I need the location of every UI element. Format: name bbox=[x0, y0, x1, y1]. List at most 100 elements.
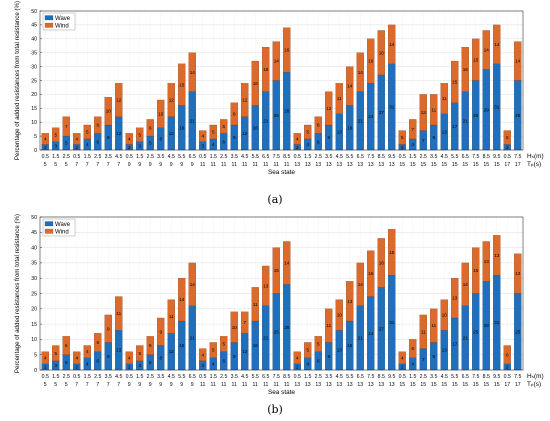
x-tick-label-tp: 9 bbox=[191, 162, 194, 168]
x-tick-label-hs: 3.5 bbox=[231, 374, 238, 380]
data-label-wave: 4 bbox=[411, 361, 414, 366]
legend-label-wave: Wave bbox=[55, 16, 71, 22]
data-label-wind: 6 bbox=[411, 346, 414, 351]
data-label-wind: 14 bbox=[190, 282, 196, 287]
bar-wind bbox=[209, 124, 217, 140]
x-tick-label-hs: 2.5 bbox=[94, 374, 101, 380]
x-tick-label-tp: 15 bbox=[399, 162, 405, 168]
y-tick-label: 45 bbox=[31, 23, 37, 29]
x-tick-label-hs: 1.5 bbox=[409, 374, 416, 380]
bar-wind bbox=[220, 119, 228, 134]
bar-wind bbox=[178, 63, 186, 106]
data-label-wave: 16 bbox=[347, 125, 353, 130]
y-tick-label: 30 bbox=[31, 64, 37, 70]
data-label-wind: 16 bbox=[368, 59, 374, 64]
bar-wind bbox=[409, 119, 417, 140]
y-tick-label: 5 bbox=[34, 134, 37, 140]
data-label-wind: 15 bbox=[368, 271, 374, 276]
data-label-wind: 4 bbox=[296, 136, 299, 141]
x-tick-label-hs: 4.5 bbox=[336, 154, 343, 160]
data-label-wind: 16 bbox=[253, 81, 259, 86]
x-tick-label-tp: 11 bbox=[242, 382, 247, 388]
y-tick-label: 0 bbox=[34, 148, 37, 154]
x-tick-label-hs: 1.5 bbox=[136, 374, 143, 380]
data-label-wave: 4 bbox=[86, 142, 89, 147]
data-label-wind: 12 bbox=[116, 98, 122, 103]
x-tick-label-hs: 7.5 bbox=[367, 374, 374, 380]
x-axis-label: Sea state bbox=[268, 169, 295, 176]
data-label-wind: 13 bbox=[347, 299, 353, 304]
x-tick-label-tp: 15 bbox=[494, 162, 500, 168]
data-label-wind: 12 bbox=[326, 106, 332, 111]
data-label-wave: 9 bbox=[233, 354, 236, 359]
bar-wind bbox=[514, 253, 522, 294]
data-label-wind: 10 bbox=[158, 111, 164, 116]
x-tick-label-tp: 17 bbox=[515, 162, 521, 168]
x-tick-label-hs: 0.5 bbox=[199, 154, 206, 160]
x-tick-label-hs: 5.5 bbox=[252, 374, 259, 380]
x-tick-label-hs: 2.5 bbox=[420, 374, 427, 380]
x-tick-label-tp: 7 bbox=[75, 382, 78, 388]
data-label-wave: 9 bbox=[432, 135, 435, 140]
y-tick-label: 20 bbox=[31, 307, 37, 313]
data-label-wave: 2 bbox=[296, 365, 299, 370]
x-tick-label-hs: 3.5 bbox=[325, 154, 332, 160]
bar-wind bbox=[146, 119, 154, 137]
bar-wind bbox=[94, 116, 102, 134]
x-tick-label-hs: 4.5 bbox=[241, 374, 248, 380]
bar-wind bbox=[388, 24, 396, 64]
data-label-wave: 3 bbox=[201, 363, 204, 368]
bar-wind bbox=[52, 127, 60, 142]
x-tick-label-hs: 7.5 bbox=[273, 154, 280, 160]
x-tick-label-hs: 7.5 bbox=[367, 154, 374, 160]
data-label-wind: 11 bbox=[431, 107, 436, 112]
x-tick-label-hs: 4.5 bbox=[441, 374, 448, 380]
data-label-wind: 15 bbox=[473, 57, 479, 62]
data-label-wind: 4 bbox=[401, 355, 404, 360]
x-tick-label-tp: 13 bbox=[315, 382, 321, 388]
bar-wind bbox=[388, 229, 396, 276]
data-label-wind: 11 bbox=[337, 96, 342, 101]
x-tick-label-hs: 5.5 bbox=[346, 154, 353, 160]
chart-panel-b: 05101520253035404550240.55351.55562.5524… bbox=[14, 214, 544, 416]
data-label-wave: 21 bbox=[190, 335, 196, 340]
bar-wind bbox=[314, 116, 322, 134]
data-label-wave: 21 bbox=[190, 118, 196, 123]
x-tick-label-tp: 13 bbox=[315, 162, 321, 168]
x-axis-label: Sea state bbox=[268, 389, 295, 396]
data-label-wind: 4 bbox=[86, 349, 89, 354]
bar-wind bbox=[136, 127, 144, 142]
y-tick-label: 10 bbox=[31, 120, 37, 126]
x-tick-label-tp: 9 bbox=[159, 162, 162, 168]
x-tick-label-hs: 3.5 bbox=[157, 374, 164, 380]
data-label-wind: 14 bbox=[358, 70, 364, 75]
y-tick-label: 20 bbox=[31, 92, 37, 98]
data-label-wind: 6 bbox=[149, 343, 152, 348]
data-label-wave: 6 bbox=[222, 139, 225, 144]
data-label-wind: 13 bbox=[452, 296, 458, 301]
x-tick-label-hs: 0.5 bbox=[399, 374, 406, 380]
x-tick-label-tp: 9 bbox=[191, 382, 194, 388]
x-tick-label-tp: 15 bbox=[473, 162, 479, 168]
data-label-wind: 6 bbox=[65, 343, 68, 348]
data-label-wind: 10 bbox=[106, 109, 112, 114]
x-tick-label-hs: 1.5 bbox=[210, 374, 217, 380]
bar-wind bbox=[514, 41, 522, 81]
bar-wind bbox=[430, 94, 438, 126]
x-tick-label-hs: 5.5 bbox=[451, 374, 458, 380]
data-label-wind: 11 bbox=[326, 323, 331, 328]
x-tick-label-tp: 13 bbox=[294, 162, 300, 168]
x-tick-label-tp: 13 bbox=[389, 162, 395, 168]
hs-row-label: Hₛ(m) bbox=[527, 153, 544, 160]
data-label-wave: 2 bbox=[44, 365, 47, 370]
bar-wind bbox=[293, 351, 301, 365]
axes-frame bbox=[39, 216, 524, 371]
data-label-wave: 31 bbox=[389, 320, 395, 325]
x-tick-label-tp: 13 bbox=[336, 162, 342, 168]
data-label-wave: 9 bbox=[107, 354, 110, 359]
legend-swatch-wind bbox=[44, 228, 54, 234]
data-label-wave: 21 bbox=[263, 118, 269, 123]
data-label-wave: 24 bbox=[368, 331, 374, 336]
bar-wind bbox=[230, 311, 238, 343]
